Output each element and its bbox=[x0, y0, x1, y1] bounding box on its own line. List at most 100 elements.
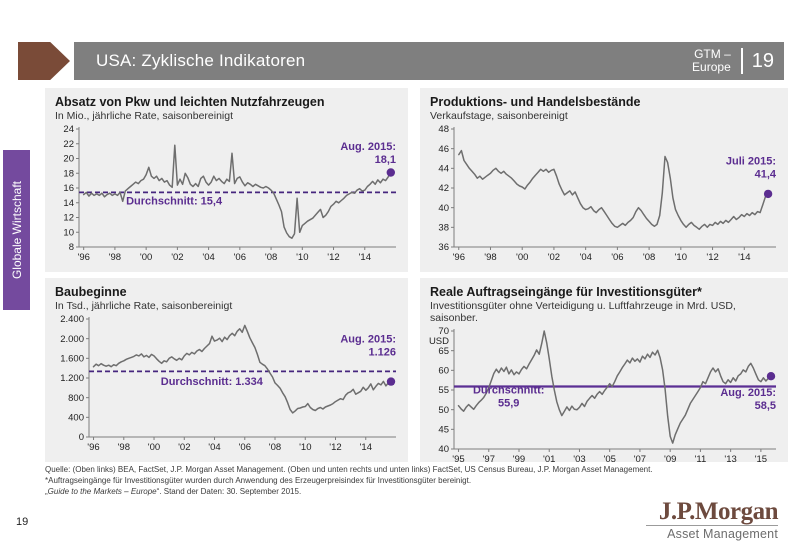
svg-text:'02: '02 bbox=[178, 442, 190, 453]
chart-subtitle: Verkaufstage, saisonbereinigt bbox=[430, 110, 568, 122]
logo-divider bbox=[646, 525, 778, 526]
svg-text:41,4: 41,4 bbox=[755, 168, 777, 180]
svg-text:12: 12 bbox=[63, 213, 74, 224]
svg-text:'15: '15 bbox=[755, 454, 767, 465]
svg-text:Durchschnitt:: Durchschnitt: bbox=[473, 385, 545, 397]
svg-text:50: 50 bbox=[438, 405, 449, 416]
page-title: USA: Zyklische Indikatoren bbox=[96, 51, 306, 70]
svg-text:60: 60 bbox=[438, 366, 449, 377]
svg-text:Aug. 2015:: Aug. 2015: bbox=[340, 141, 396, 153]
svg-text:38: 38 bbox=[438, 223, 449, 234]
svg-text:40: 40 bbox=[438, 444, 449, 455]
svg-text:'04: '04 bbox=[202, 252, 214, 263]
svg-text:44: 44 bbox=[438, 164, 449, 175]
svg-text:'12: '12 bbox=[329, 442, 341, 453]
svg-text:1.126: 1.126 bbox=[368, 347, 396, 359]
svg-text:'10: '10 bbox=[296, 252, 308, 263]
header-bar: USA: Zyklische Indikatoren GTM – Europe … bbox=[74, 42, 784, 80]
svg-text:'04: '04 bbox=[208, 442, 220, 453]
svg-text:'98: '98 bbox=[118, 442, 130, 453]
svg-text:46: 46 bbox=[438, 144, 449, 155]
guide-title: Guide to the Markets – Europe bbox=[47, 487, 157, 496]
svg-text:55,9: 55,9 bbox=[498, 398, 519, 410]
svg-text:22: 22 bbox=[63, 139, 74, 150]
chart-subtitle: In Mio., jährliche Rate, saisonbereinigt bbox=[55, 110, 234, 122]
sidebar-tab-globale-wirtschaft: Globale Wirtschaft bbox=[3, 150, 30, 310]
svg-text:70: 70 bbox=[438, 326, 449, 337]
svg-text:'06: '06 bbox=[239, 442, 251, 453]
chart-panel-pkw-absatz: Absatz von Pkw und leichten Nutzfahrzeug… bbox=[45, 88, 408, 272]
svg-text:'14: '14 bbox=[359, 252, 371, 263]
svg-text:45: 45 bbox=[438, 425, 449, 436]
svg-text:'02: '02 bbox=[171, 252, 183, 263]
svg-text:'96: '96 bbox=[78, 252, 90, 263]
svg-text:'06: '06 bbox=[611, 252, 623, 263]
svg-text:42: 42 bbox=[438, 183, 449, 194]
jpmorgan-logo: J.P.Morgan Asset Management bbox=[618, 498, 779, 541]
chart-canvas-baubeginne: 0 400 800 1.200 1.600 2.000 2.400 '96 '98 '00 '02 '… bbox=[60, 314, 396, 453]
svg-text:14: 14 bbox=[63, 198, 74, 209]
footnote-line-2: *Auftragseingänge für Investitionsgüter … bbox=[45, 476, 472, 485]
gtm-divider bbox=[740, 48, 743, 74]
svg-text:'96: '96 bbox=[87, 442, 99, 453]
svg-text:'00: '00 bbox=[140, 252, 152, 263]
svg-text:Juli 2015:: Juli 2015: bbox=[726, 155, 776, 167]
svg-text:Aug. 2015:: Aug. 2015: bbox=[720, 387, 776, 399]
sidebar-tab-label: Globale Wirtschaft bbox=[9, 180, 24, 280]
gtm-badge: GTM – Europe 19 bbox=[692, 42, 774, 80]
chart-title: Reale Auftragseingänge für Investitionsg… bbox=[430, 285, 702, 299]
svg-text:'08: '08 bbox=[643, 252, 655, 263]
svg-text:2.400: 2.400 bbox=[60, 314, 84, 325]
chart-canvas-pkw: 8 10 12 14 16 18 20 22 24 '96 '98 '00 '02 '04 '06 '08 '1… bbox=[63, 124, 396, 263]
svg-text:'12: '12 bbox=[327, 252, 339, 263]
svg-text:16: 16 bbox=[63, 183, 74, 194]
svg-text:36: 36 bbox=[438, 242, 449, 253]
svg-text:'97: '97 bbox=[483, 454, 495, 465]
chart-canvas-bestaende: 36 38 40 42 44 46 48 '96 '98 '00 '02 '04 '06 '08 '10 '1… bbox=[438, 124, 777, 263]
svg-text:'14: '14 bbox=[738, 252, 750, 263]
svg-text:800: 800 bbox=[68, 393, 84, 404]
svg-text:2.000: 2.000 bbox=[60, 334, 84, 345]
chart-subtitle: Investitionsgüter ohne Verteidigung u. L… bbox=[430, 300, 736, 324]
jpmorgan-logo-text: J.P.Morgan bbox=[658, 498, 779, 525]
svg-text:'14: '14 bbox=[360, 442, 372, 453]
gtm-line1: GTM – bbox=[694, 47, 731, 61]
chart-panel-baubeginne: Baubeginne In Tsd., jährliche Rate, sais… bbox=[45, 278, 408, 462]
page-number: 19 bbox=[16, 516, 29, 528]
chart-title: Produktions- und Handelsbestände bbox=[430, 95, 641, 109]
footnote-date: “. Stand der Daten: 30. September 2015. bbox=[156, 487, 302, 496]
svg-text:'11: '11 bbox=[695, 454, 707, 465]
svg-text:24: 24 bbox=[63, 124, 74, 135]
svg-text:58,5: 58,5 bbox=[755, 400, 776, 412]
footnote-line-3: „Guide to the Markets – Europe“. Stand d… bbox=[45, 486, 765, 497]
svg-text:'10: '10 bbox=[675, 252, 687, 263]
quote-open: „ bbox=[45, 487, 48, 496]
svg-text:20: 20 bbox=[63, 154, 74, 165]
source-footnote: Quelle: (Oben links) BEA, FactSet, J.P. … bbox=[45, 464, 765, 497]
svg-text:40: 40 bbox=[438, 203, 449, 214]
svg-text:'05: '05 bbox=[604, 454, 616, 465]
svg-text:Durchschnitt: 15,4: Durchschnitt: 15,4 bbox=[126, 196, 223, 208]
chart-panel-auftragseingaenge: Reale Auftragseingänge für Investitionsg… bbox=[420, 278, 788, 465]
svg-text:'10: '10 bbox=[299, 442, 311, 453]
svg-text:'98: '98 bbox=[109, 252, 121, 263]
svg-text:'00: '00 bbox=[516, 252, 528, 263]
svg-text:'06: '06 bbox=[234, 252, 246, 263]
svg-text:'96: '96 bbox=[453, 252, 465, 263]
svg-text:'01: '01 bbox=[543, 454, 555, 465]
svg-text:Durchschnitt: 1.334: Durchschnitt: 1.334 bbox=[161, 376, 264, 388]
svg-text:8: 8 bbox=[69, 242, 74, 253]
svg-text:1.600: 1.600 bbox=[60, 354, 84, 365]
svg-text:Aug. 2015:: Aug. 2015: bbox=[340, 334, 396, 346]
svg-text:'03: '03 bbox=[573, 454, 585, 465]
svg-text:'08: '08 bbox=[265, 252, 277, 263]
svg-text:55: 55 bbox=[438, 385, 449, 396]
svg-text:'02: '02 bbox=[548, 252, 560, 263]
svg-text:'95: '95 bbox=[452, 454, 464, 465]
svg-text:400: 400 bbox=[68, 413, 84, 424]
svg-text:'99: '99 bbox=[513, 454, 525, 465]
gtm-line2: Europe bbox=[692, 60, 731, 74]
chart-subtitle: In Tsd., jährliche Rate, saisonbereinigt bbox=[55, 300, 233, 312]
